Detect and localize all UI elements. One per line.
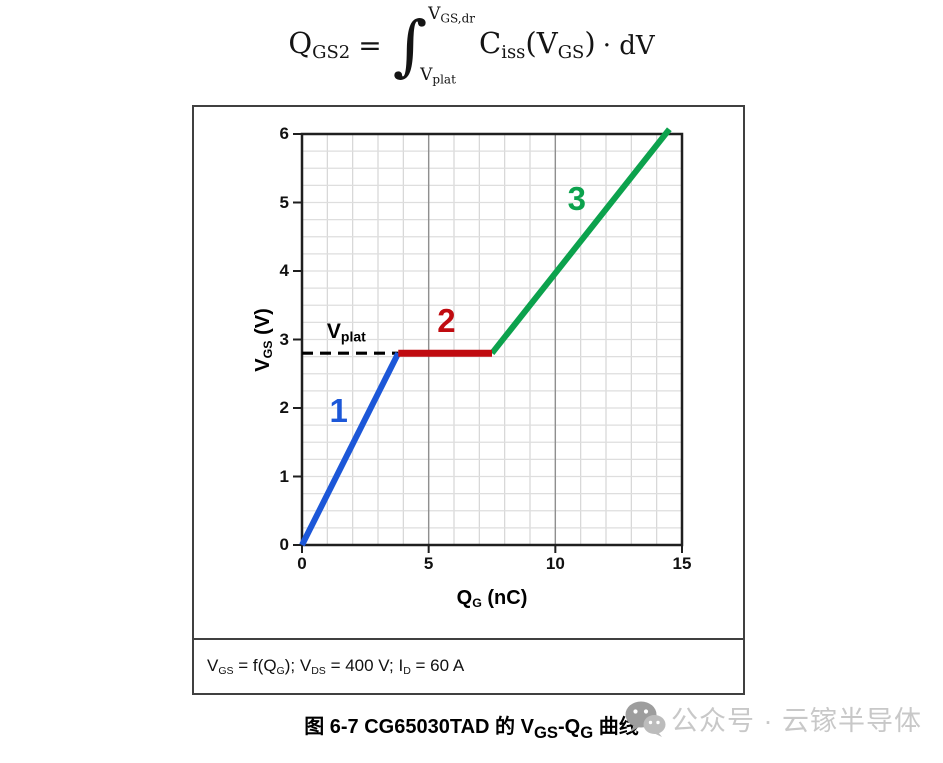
formula-integrand: Ciss(VGS) bbox=[479, 26, 596, 64]
segment-label-1: 1 bbox=[329, 392, 348, 430]
watermark: 公众号 · 云镓半导体 bbox=[624, 699, 922, 738]
segment-label-2: 2 bbox=[437, 302, 456, 339]
plot-area bbox=[293, 127, 684, 553]
watermark-text: 公众号 · 云镓半导体 bbox=[671, 706, 922, 736]
figure-box: 0 5 10 15 0 1 2 3 4 5 6 1 2 3 Vplat VGS (V) QG (nC) V… bbox=[192, 105, 745, 695]
wechat-icon bbox=[625, 701, 666, 737]
y-tick-label: 3 bbox=[279, 329, 289, 349]
formula-qgs2: QGS2 = ∫ VGS,dr Vplat Ciss(VGS) · dV bbox=[0, 4, 943, 88]
vgs-qg-chart: 0 5 10 15 0 1 2 3 4 5 6 1 2 3 Vplat VGS (V) QG (nC) bbox=[194, 107, 743, 638]
conditions-text: VGS = f(QG); VDS = 400 V; ID = 60 A bbox=[207, 656, 465, 678]
series-segment-3 bbox=[489, 127, 672, 356]
x-tick-label: 5 bbox=[423, 554, 434, 573]
figure-caption: 图 6-7 CG65030TAD 的 VGS-QG 曲线 bbox=[304, 716, 639, 742]
segment-label-3: 3 bbox=[567, 180, 587, 218]
x-axis-label: QG (nC) bbox=[456, 587, 528, 611]
y-tick-label: 1 bbox=[279, 466, 289, 486]
integral-lower-limit: Vplat bbox=[420, 65, 456, 87]
vplat-label: Vplat bbox=[326, 320, 366, 345]
integral-upper-limit: VGS,dr bbox=[428, 4, 476, 26]
x-tick-label: 15 bbox=[672, 554, 692, 573]
formula-dv: · dV bbox=[602, 31, 655, 61]
y-tick-label: 5 bbox=[279, 192, 289, 212]
integral-limits: VGS,dr Vplat bbox=[420, 4, 476, 87]
integral-sign: ∫ bbox=[392, 7, 428, 84]
conditions-strip: VGS = f(QG); VDS = 400 V; ID = 60 A bbox=[194, 638, 743, 693]
equals-sign: = bbox=[358, 29, 382, 62]
series-segment-1 bbox=[299, 351, 401, 547]
y-tick-label: 0 bbox=[279, 535, 289, 554]
x-tick-label: 0 bbox=[297, 554, 307, 573]
y-axis-label: VGS (V) bbox=[252, 308, 276, 372]
formula-lhs: QGS2 bbox=[288, 26, 351, 64]
y-tick-label: 2 bbox=[279, 398, 289, 417]
x-tick-label: 10 bbox=[545, 554, 565, 573]
y-tick-label: 6 bbox=[279, 124, 289, 143]
y-tick-label: 4 bbox=[279, 261, 289, 280]
